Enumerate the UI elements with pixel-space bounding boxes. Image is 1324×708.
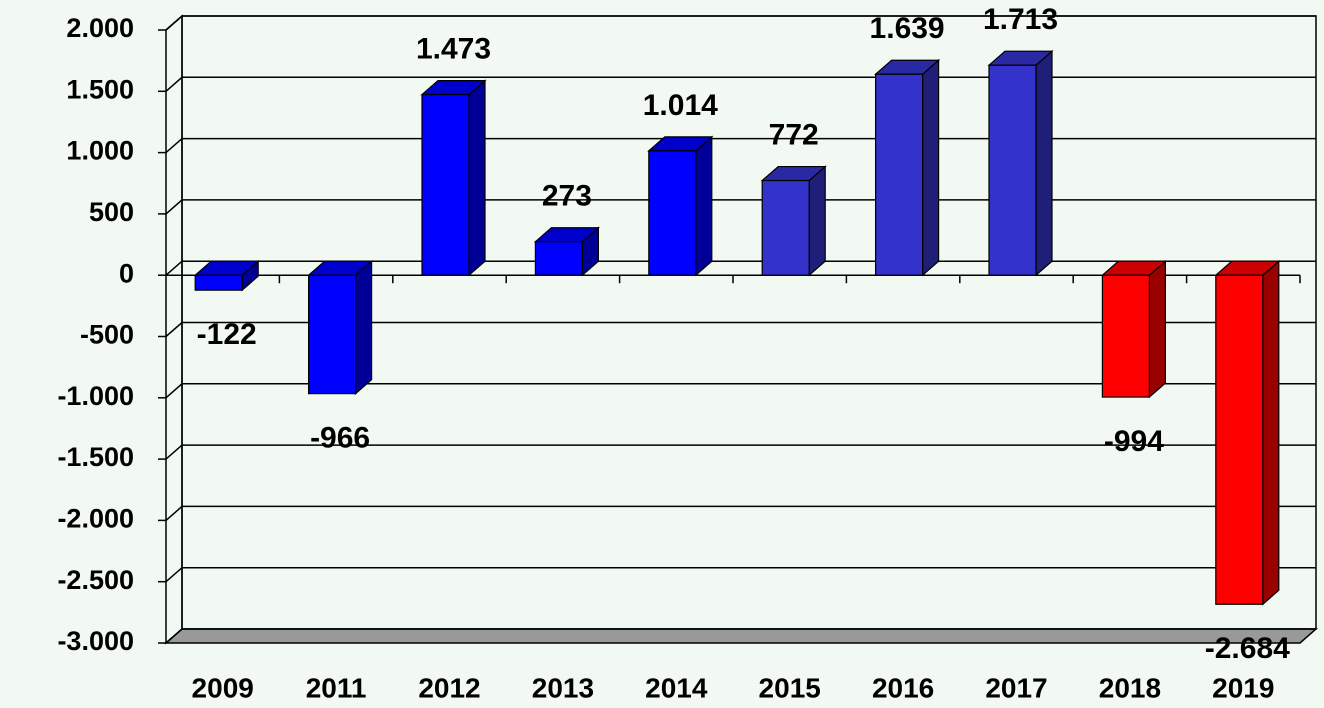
bar (874, 73, 924, 276)
data-label: 772 (769, 118, 819, 151)
data-label: 1.639 (870, 12, 945, 45)
bar (648, 150, 697, 276)
bar (988, 64, 1037, 276)
bar (534, 241, 584, 276)
grid-line (165, 137, 1316, 154)
data-label: 1.014 (643, 89, 718, 122)
x-tick-label: 2018 (1099, 672, 1161, 703)
bar-side (1262, 259, 1280, 606)
bar (1101, 274, 1151, 398)
data-label: -2.684 (1205, 632, 1290, 665)
x-tick-label: 2015 (759, 672, 821, 703)
y-tick-label: 1.500 (66, 74, 134, 104)
bar-side (808, 165, 826, 277)
grid-line (165, 199, 1316, 215)
x-tick-label: 2016 (872, 672, 934, 703)
bar (308, 274, 357, 395)
grid-line (165, 628, 1316, 644)
grid-line (165, 505, 1316, 521)
x-tick-label: 2013 (532, 672, 594, 703)
y-tick-label: -1.500 (57, 442, 134, 472)
x-tick-label: 2012 (418, 672, 480, 703)
y-tick-label: 0 (119, 258, 134, 288)
x-tick-label: 2017 (985, 672, 1047, 703)
bar-side (1035, 49, 1053, 277)
data-label: -966 (310, 422, 370, 455)
grid-line (165, 444, 1316, 460)
grid-line (165, 383, 1316, 399)
data-label: -994 (1104, 425, 1164, 458)
bar (194, 274, 243, 291)
data-label: -122 (197, 318, 257, 351)
y-tick-label: 2.000 (66, 13, 134, 43)
bar-side (922, 58, 940, 277)
grid-line (165, 76, 1316, 92)
y-tick-label: 500 (89, 197, 134, 227)
y-tick-label: -3.000 (57, 626, 134, 656)
bar-side (355, 259, 373, 395)
bar (761, 179, 810, 276)
data-label: 1.713 (983, 3, 1058, 36)
x-tick-label: 2011 (306, 672, 367, 703)
y-tick-label: -2.000 (57, 504, 134, 534)
grid-line (165, 321, 1316, 338)
bar-side (468, 79, 486, 277)
bar-side (1148, 259, 1166, 399)
bar (421, 94, 470, 276)
floor (164, 628, 1318, 644)
x-tick-label: 2009 (192, 672, 254, 703)
y-tick-label: -500 (80, 320, 134, 350)
data-label: 1.473 (416, 33, 491, 66)
y-tick-label: -2.500 (57, 565, 134, 595)
y-tick-label: 1.000 (66, 136, 134, 166)
x-tick-label: 2014 (645, 672, 708, 703)
bar (1215, 274, 1264, 605)
bar-side (695, 135, 713, 277)
data-label: 273 (542, 180, 592, 213)
grid-line (165, 15, 1316, 31)
grid-line (165, 566, 1316, 583)
x-tick-label: 2019 (1212, 672, 1274, 703)
y-tick-label: -1.000 (57, 381, 134, 411)
